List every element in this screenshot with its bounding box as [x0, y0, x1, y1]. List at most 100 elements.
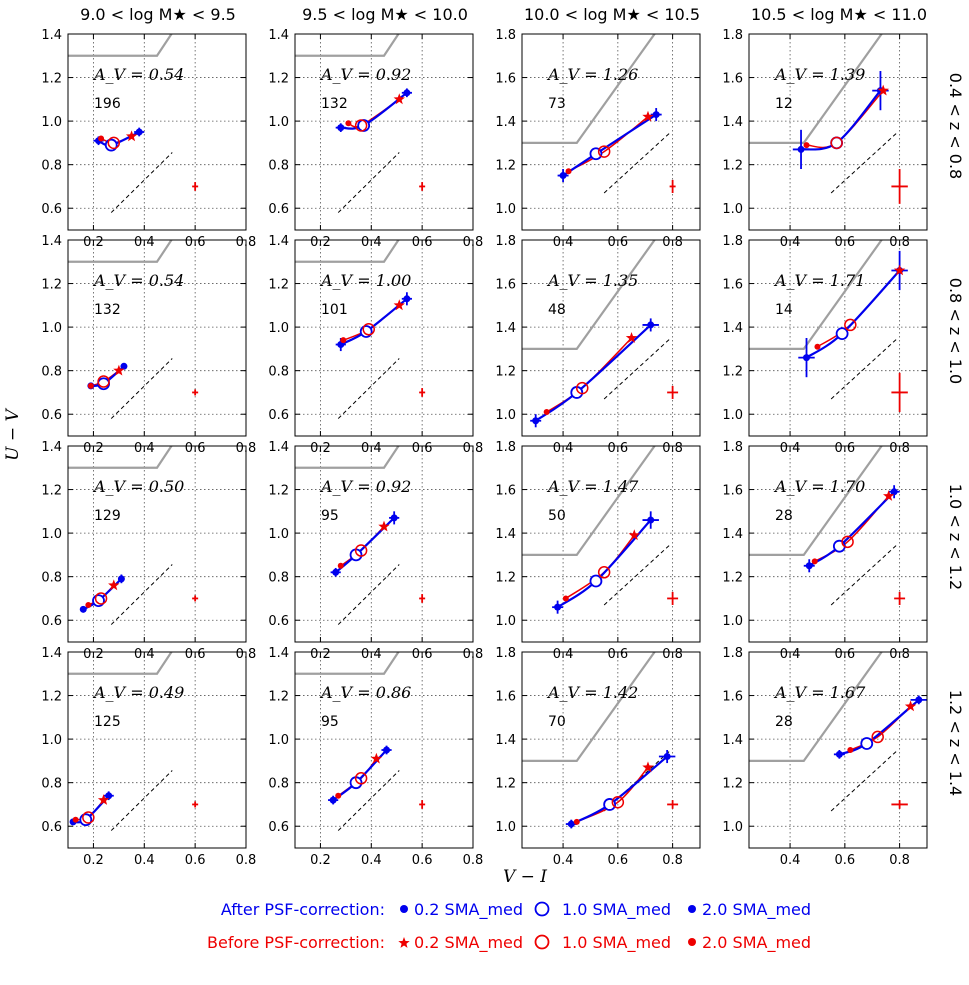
after-point-2.0sma	[403, 295, 411, 303]
y-tick-label: 1.2	[722, 777, 743, 792]
after-psf-curve	[838, 699, 920, 756]
y-tick-label: 0.8	[41, 365, 62, 380]
y-tick-label: 0.8	[41, 159, 62, 174]
reference-dashed-line	[603, 132, 671, 194]
reference-dashed-line	[337, 564, 400, 625]
y-tick-label: 1.8	[722, 28, 743, 43]
after-point-0.2sma	[805, 562, 813, 570]
x-tick-label: 0.6	[835, 853, 856, 868]
galaxy-count: 28	[775, 508, 793, 524]
av-label: A_V = 0.50	[92, 477, 184, 496]
av-label: A_V = 1.00	[319, 271, 411, 290]
av-label: A_V = 0.54	[92, 271, 184, 290]
y-tick-label: 1.0	[268, 115, 289, 130]
after-point-2.0sma	[117, 575, 125, 583]
panel-frame	[521, 445, 701, 643]
before-point-0.2sma	[625, 332, 638, 343]
reference-dashed-line	[830, 750, 898, 812]
after-point-0.2sma	[797, 145, 805, 153]
panel-frame	[748, 651, 928, 849]
galaxy-count: 48	[548, 302, 566, 318]
before-point-1.0sma	[107, 136, 121, 150]
av-label: A_V = 1.42	[546, 683, 638, 702]
before-point-0.2sma	[378, 520, 390, 532]
panel-r4-c1: A_V = 0.49 125 0.2 0.4 0.6 0.8 0.6 0.8 1.0 1.2 1.4	[41, 646, 256, 868]
y-tick-label: 1.4	[268, 28, 289, 43]
y-tick-label: 1.4	[495, 115, 516, 130]
before-point-1.0sma	[97, 375, 110, 388]
reference-dashed-line	[603, 544, 671, 606]
panel-frame	[521, 651, 701, 849]
av-label: A_V = 0.54	[92, 65, 184, 84]
y-tick-label: 1.6	[722, 484, 743, 499]
before-point-2.0sma	[345, 120, 352, 127]
y-tick-label: 1.6	[722, 72, 743, 87]
panel-r4-c3: A_V = 1.42 70 0.4 0.6 0.8 1.0 1.2 1.4 1.6 1.8	[495, 646, 701, 868]
legend: After PSF-correction: Before PSF-correct…	[207, 900, 811, 953]
y-tick-label: 0.8	[268, 571, 289, 586]
quiescent-boundary	[522, 446, 656, 556]
galaxy-count: 132	[321, 96, 348, 112]
before-point-1.0sma	[597, 566, 611, 579]
legend-after-item-3: 2.0 SMA_med	[702, 900, 811, 920]
y-tick-label: 1.0	[268, 527, 289, 542]
av-label: A_V = 1.39	[773, 65, 865, 84]
x-tick-label: 0.4	[134, 853, 155, 868]
panel-frame	[521, 239, 701, 437]
y-tick-label: 1.8	[722, 646, 743, 661]
av-label: A_V = 1.67	[773, 683, 866, 702]
y-tick-label: 1.4	[41, 440, 62, 455]
reference-dashed-line	[603, 338, 671, 400]
y-tick-label: 0.6	[268, 202, 289, 217]
column-title-1: 9.0 < log M★ < 9.5	[80, 5, 236, 24]
galaxy-count: 12	[775, 96, 793, 112]
before-point-0.2sma	[883, 490, 895, 501]
after-point-0.2sma	[532, 417, 540, 425]
legend-before-item-1: 0.2 SMA_med	[414, 933, 523, 953]
y-tick-label: 1.8	[495, 234, 516, 249]
after-point-2.0sma	[647, 516, 655, 524]
y-tick-label: 1.0	[722, 202, 743, 217]
y-tick-label: 1.0	[722, 408, 743, 423]
galaxy-count: 129	[94, 508, 121, 524]
column-title-4: 10.5 < log M★ < 11.0	[751, 5, 927, 24]
after-point-0.2sma	[803, 354, 811, 362]
row-title-4: 1.2 < z < 1.4	[946, 690, 965, 796]
before-point-2.0sma	[72, 816, 79, 823]
y-tick-label: 1.2	[722, 571, 743, 586]
panel-frame	[521, 33, 701, 231]
y-tick-label: 1.4	[41, 28, 62, 43]
after-point-0.2sma	[567, 820, 575, 828]
panel-plot-area	[749, 446, 906, 606]
av-label: A_V = 1.26	[546, 65, 638, 84]
legend-after-dot-small	[400, 905, 408, 913]
panel-frame	[294, 651, 474, 849]
before-point-1.0sma	[844, 318, 857, 332]
y-tick-label: 1.6	[495, 72, 516, 87]
reference-dashed-line	[337, 152, 400, 213]
after-point-1.0sma	[860, 737, 874, 750]
after-point-0.2sma	[79, 605, 87, 613]
y-tick-label: 0.6	[268, 820, 289, 835]
y-tick-label: 1.4	[722, 733, 743, 748]
y-tick-label: 1.8	[722, 234, 743, 249]
after-point-0.2sma	[554, 603, 562, 611]
y-tick-label: 1.0	[41, 115, 62, 130]
after-point-2.0sma	[383, 746, 391, 754]
y-tick-label: 0.6	[268, 408, 289, 423]
before-psf-curve	[814, 495, 890, 563]
after-point-2.0sma	[652, 111, 660, 119]
before-point-0.2sma	[904, 700, 917, 712]
y-tick-label: 0.8	[41, 777, 62, 792]
before-point-2.0sma	[565, 168, 572, 175]
before-point-0.2sma	[370, 752, 383, 764]
y-tick-label: 1.0	[722, 820, 743, 835]
panel-plot-area	[749, 240, 908, 413]
after-point-0.2sma	[559, 172, 567, 180]
galaxy-count: 70	[548, 714, 566, 730]
